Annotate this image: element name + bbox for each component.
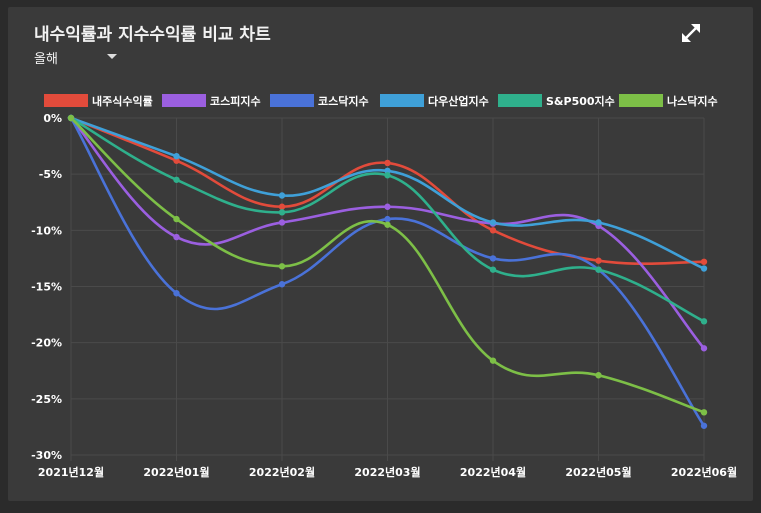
legend-label[interactable]: 코스닥지수 bbox=[318, 94, 369, 108]
y-tick-label: -15% bbox=[31, 281, 62, 294]
data-point[interactable] bbox=[489, 266, 497, 273]
data-point[interactable] bbox=[278, 209, 286, 216]
x-tick-label: 2022년03월 bbox=[354, 465, 420, 479]
y-tick-label: 0% bbox=[43, 112, 62, 125]
legend-label[interactable]: S&P500지수 bbox=[546, 94, 615, 108]
data-point[interactable] bbox=[173, 157, 180, 164]
data-point[interactable] bbox=[278, 203, 286, 210]
x-tick-label: 2022년02월 bbox=[249, 465, 315, 479]
data-point[interactable] bbox=[278, 219, 286, 226]
data-point[interactable] bbox=[173, 215, 180, 223]
y-tick-label: -30% bbox=[31, 449, 62, 462]
legend-swatch[interactable] bbox=[498, 94, 542, 107]
data-point[interactable] bbox=[384, 167, 391, 174]
chart-card bbox=[8, 7, 753, 501]
data-point[interactable] bbox=[700, 422, 708, 429]
data-point[interactable] bbox=[595, 372, 602, 379]
data-point[interactable] bbox=[384, 159, 391, 167]
chart-title: 내수익률과 지수수익률 비교 차트 bbox=[34, 25, 271, 45]
data-point[interactable] bbox=[595, 219, 602, 226]
data-point[interactable] bbox=[700, 409, 708, 416]
legend-label[interactable]: 내주식수익률 bbox=[92, 94, 153, 108]
expand-icon[interactable] bbox=[680, 22, 702, 44]
y-tick-label: -20% bbox=[31, 337, 62, 350]
data-point[interactable] bbox=[700, 265, 708, 272]
data-point[interactable] bbox=[278, 192, 286, 199]
data-point[interactable] bbox=[489, 227, 497, 234]
data-point[interactable] bbox=[278, 263, 286, 270]
legend-swatch[interactable] bbox=[44, 94, 88, 107]
data-point[interactable] bbox=[700, 345, 708, 352]
data-point[interactable] bbox=[278, 281, 286, 288]
chevron-down-icon bbox=[107, 54, 117, 59]
data-point[interactable] bbox=[384, 215, 391, 223]
data-point[interactable] bbox=[384, 203, 391, 210]
period-select-label: 올해 bbox=[34, 52, 58, 67]
legend-swatch[interactable] bbox=[270, 94, 314, 107]
x-tick-label: 2022년01월 bbox=[143, 465, 209, 479]
data-point[interactable] bbox=[67, 114, 75, 122]
x-tick-label: 2022년05월 bbox=[565, 465, 631, 479]
data-point[interactable] bbox=[173, 290, 180, 297]
data-point[interactable] bbox=[595, 266, 602, 273]
y-tick-label: -5% bbox=[39, 168, 62, 181]
x-tick-label: 2021년12월 bbox=[38, 465, 104, 479]
y-tick-label: -25% bbox=[31, 393, 62, 406]
legend-swatch[interactable] bbox=[380, 94, 424, 107]
data-point[interactable] bbox=[489, 357, 497, 364]
data-point[interactable] bbox=[384, 221, 391, 228]
data-point[interactable] bbox=[173, 176, 180, 183]
legend-label[interactable]: 코스피지수 bbox=[210, 94, 261, 108]
x-tick-label: 2022년04월 bbox=[460, 465, 526, 479]
data-point[interactable] bbox=[700, 258, 708, 265]
data-point[interactable] bbox=[595, 257, 602, 264]
legend-swatch[interactable] bbox=[619, 94, 663, 107]
x-tick-label: 2022년06월 bbox=[671, 465, 737, 479]
data-point[interactable] bbox=[489, 219, 497, 226]
legend-label[interactable]: 나스닥지수 bbox=[667, 94, 718, 108]
period-select[interactable]: 올해 bbox=[34, 48, 120, 68]
data-point[interactable] bbox=[384, 172, 391, 179]
data-point[interactable] bbox=[173, 233, 180, 241]
data-point[interactable] bbox=[489, 255, 497, 262]
y-tick-label: -10% bbox=[31, 224, 62, 237]
legend-label[interactable]: 다우산업지수 bbox=[428, 94, 489, 108]
data-point[interactable] bbox=[700, 318, 708, 325]
legend-swatch[interactable] bbox=[162, 94, 206, 107]
expand-icon-graphic bbox=[682, 24, 700, 42]
data-point[interactable] bbox=[173, 152, 180, 160]
